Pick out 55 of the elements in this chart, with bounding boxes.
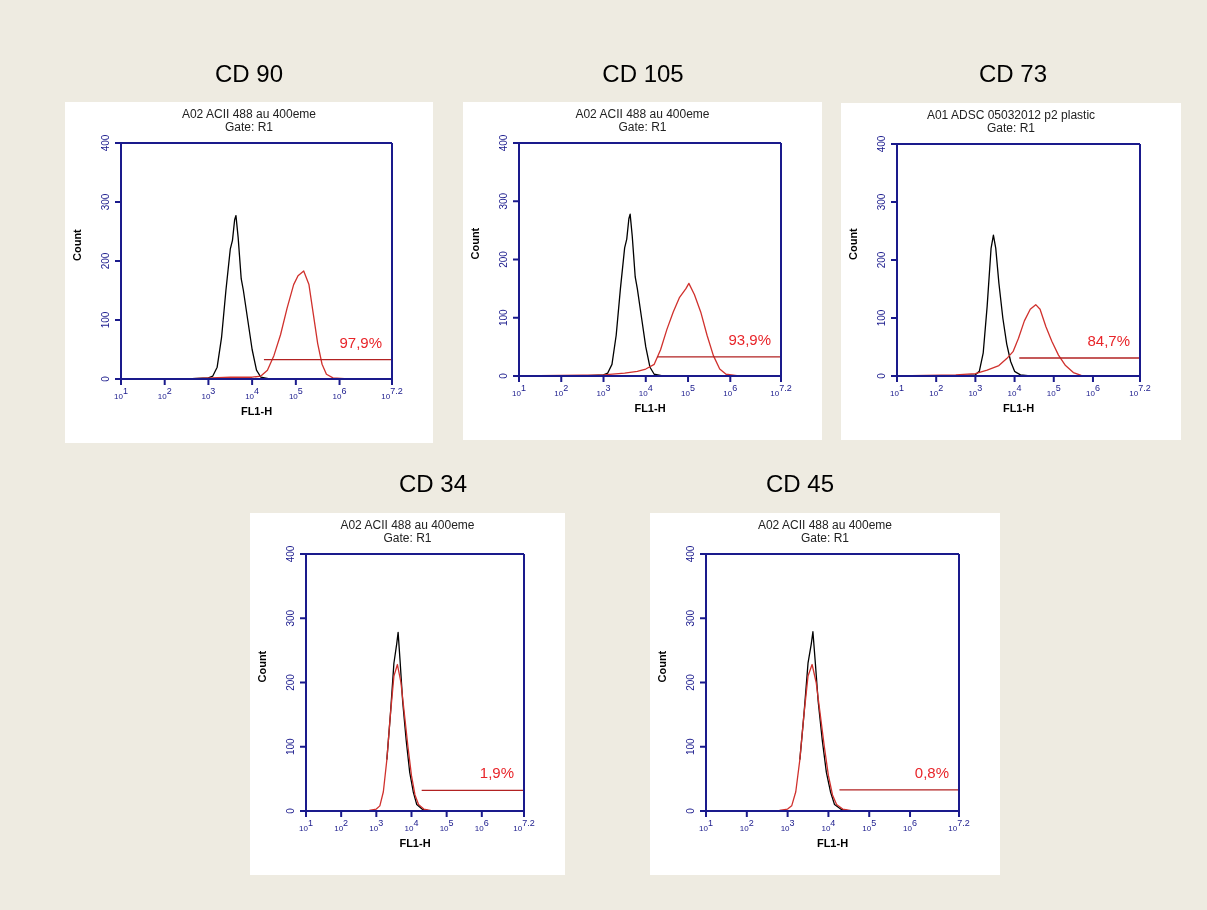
- x-axis-title: FL1-H: [1002, 402, 1035, 414]
- y-tick-label: 300: [100, 193, 111, 211]
- y-tick-label: 200: [876, 251, 887, 269]
- y-axis-title: Count: [468, 227, 481, 260]
- x-axis-title: FL1-H: [634, 402, 666, 414]
- chart-title: CD 73: [978, 60, 1048, 88]
- chart-title: CD 105: [601, 60, 685, 88]
- text: Gate: R1: [800, 531, 850, 545]
- chart-subtitle: A02 ACII 488 au 400eme: [339, 518, 476, 532]
- y-axis-title: Count: [70, 228, 83, 261]
- text: Gate: R1: [382, 531, 433, 545]
- y-tick-label: 200: [498, 250, 509, 268]
- text: Gate: R1: [986, 121, 1036, 135]
- y-tick-label: 100: [285, 737, 296, 756]
- annotation: 0,8%: [914, 763, 949, 781]
- annotation: 1,9%: [479, 764, 514, 782]
- y-tick-label: 0: [100, 375, 111, 382]
- y-tick-label: 300: [498, 192, 509, 210]
- annotation: 84,7%: [1087, 332, 1130, 350]
- x-axis-title: FL1-H: [816, 837, 849, 849]
- chart-subtitle: A02 ACII 488 au 400eme: [180, 107, 318, 121]
- chart-title: CD 34: [398, 470, 468, 498]
- x-axis-title: FL1-H: [240, 405, 273, 417]
- y-tick-label: 100: [498, 308, 509, 327]
- y-tick-label: 0: [685, 807, 696, 814]
- y-tick-label: 400: [876, 135, 887, 153]
- chart-subtitle: A02 ACII 488 au 400eme: [574, 107, 711, 121]
- chart-title: CD 90: [214, 60, 284, 88]
- y-tick-label: 300: [685, 609, 696, 627]
- y-tick-label: 400: [285, 545, 296, 563]
- y-tick-label: 0: [876, 372, 887, 379]
- y-axis-title: Count: [655, 650, 668, 683]
- y-tick-label: 200: [285, 673, 296, 691]
- y-tick-label: 200: [100, 252, 111, 270]
- y-tick-label: 400: [498, 134, 509, 152]
- y-axis-title: Count: [846, 227, 859, 260]
- y-axis-title: Count: [255, 650, 268, 683]
- x-axis-title: FL1-H: [399, 837, 431, 849]
- chart-subtitle: A02 ACII 488 au 400eme: [756, 518, 894, 532]
- annotation: 93,9%: [728, 330, 771, 348]
- y-tick-label: 400: [100, 134, 111, 152]
- y-tick-label: 300: [876, 193, 887, 211]
- annotation: 97,9%: [339, 333, 382, 351]
- y-tick-label: 200: [685, 673, 696, 691]
- chart-subtitle: A01 ADSC 05032012 p2 plastic: [925, 108, 1097, 122]
- text: Gate: R1: [224, 120, 274, 134]
- y-tick-label: 100: [685, 737, 696, 756]
- y-tick-label: 300: [285, 609, 296, 627]
- text: Gate: R1: [617, 120, 668, 134]
- y-tick-label: 100: [100, 311, 111, 329]
- y-tick-label: 0: [498, 372, 509, 379]
- chart-title: CD 45: [765, 470, 835, 498]
- y-tick-label: 0: [285, 807, 296, 814]
- y-tick-label: 100: [876, 309, 887, 327]
- y-tick-label: 400: [685, 545, 696, 563]
